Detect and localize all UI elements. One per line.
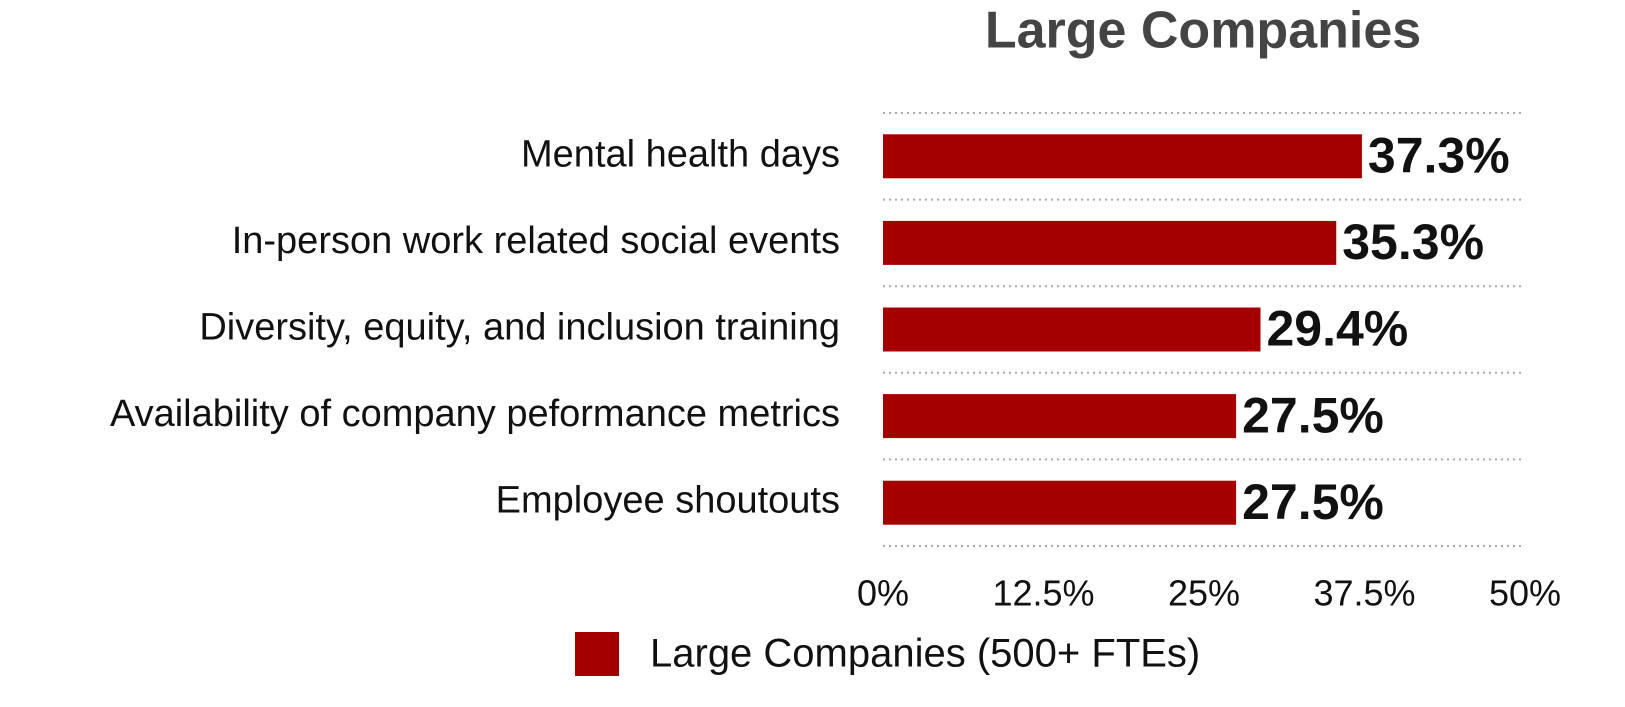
x-tick-label: 37.5% [1313, 573, 1415, 614]
x-tick-label: 50% [1489, 573, 1561, 614]
value-label: 35.3% [1342, 214, 1484, 270]
value-label: 27.5% [1242, 387, 1384, 443]
bar [883, 134, 1362, 179]
x-tick-label: 25% [1168, 573, 1240, 614]
value-label: 29.4% [1266, 301, 1408, 357]
bar [883, 394, 1237, 439]
chart-title: Large Companies [985, 2, 1421, 60]
legend-label: Large Companies (500+ FTEs) [650, 632, 1200, 676]
value-label: 27.5% [1242, 474, 1384, 530]
legend-swatch [575, 632, 619, 676]
y-tick-label: Availability of company peformance metri… [110, 393, 840, 435]
y-tick-label: Employee shoutouts [496, 480, 840, 522]
x-tick-label: 0% [857, 573, 909, 614]
value-label: 37.3% [1368, 128, 1510, 184]
y-tick-label: Mental health days [521, 133, 840, 175]
x-tick-label: 12.5% [992, 573, 1094, 614]
y-tick-label: In-person work related social events [232, 220, 840, 262]
bar [883, 480, 1237, 525]
bar [883, 307, 1261, 352]
y-tick-label: Diversity, equity, and inclusion trainin… [199, 307, 840, 349]
bar [883, 220, 1337, 265]
